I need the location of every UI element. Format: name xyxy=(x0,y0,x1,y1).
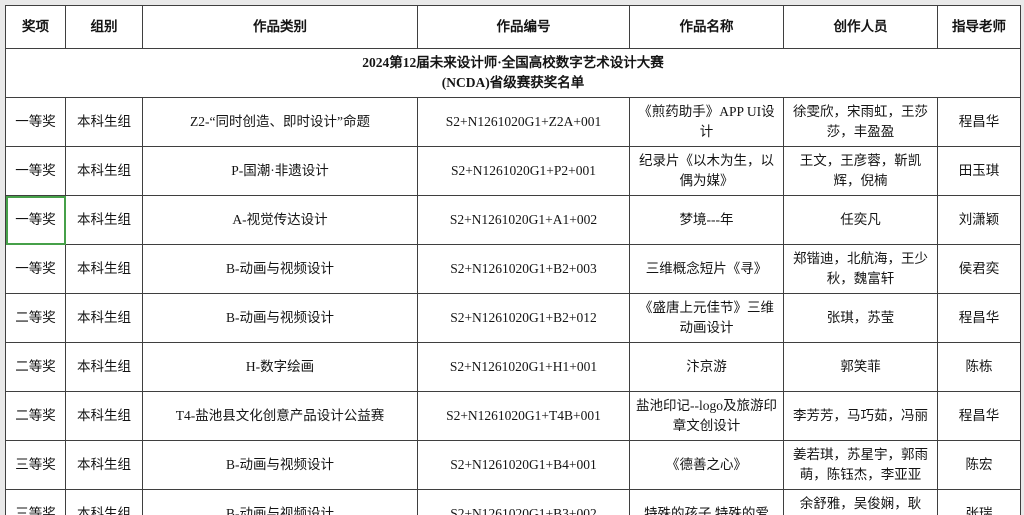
table-cell-r2c4[interactable]: S2+N1261020G1+P2+001 xyxy=(417,146,630,196)
table-cell-r5c7[interactable]: 程昌华 xyxy=(937,293,1021,343)
col-header-code[interactable]: 作品编号 xyxy=(417,5,630,49)
table-cell-r8c2[interactable]: 本科生组 xyxy=(65,440,143,490)
table-cell-r6c1[interactable]: 二等奖 xyxy=(5,342,66,392)
table-row: 一等奖 本科生组 A-视觉传达设计 S2+N1261020G1+A1+002 梦… xyxy=(5,195,1021,245)
table-row: 三等奖 本科生组 B-动画与视频设计 S2+N1261020G1+B3+002 … xyxy=(5,489,1021,515)
table-cell-r4c6[interactable]: 郑锴迪，北航海，王少秋，魏富轩 xyxy=(783,244,938,294)
table-cell-r2c5[interactable]: 纪录片《以木为生，以偶为媒》 xyxy=(629,146,784,196)
table-cell-r6c5[interactable]: 汴京游 xyxy=(629,342,784,392)
table-cell-r7c4[interactable]: S2+N1261020G1+T4B+001 xyxy=(417,391,630,441)
table-cell-r1c7[interactable]: 程昌华 xyxy=(937,97,1021,147)
table-cell-r9c5[interactable]: 特殊的孩子 特殊的爱 xyxy=(629,489,784,515)
table-cell-r3c5[interactable]: 梦境---年 xyxy=(629,195,784,245)
table-cell-r6c2[interactable]: 本科生组 xyxy=(65,342,143,392)
table-cell-r9c7[interactable]: 张瑞 xyxy=(937,489,1021,515)
table-cell-r5c5[interactable]: 《盛唐上元佳节》三维动画设计 xyxy=(629,293,784,343)
document-title[interactable]: 2024第12届未来设计师·全国高校数字艺术设计大赛 (NCDA)省级赛获奖名单 xyxy=(5,48,1021,98)
table-header: 奖项 组别 作品类别 作品编号 作品名称 创作人员 指导老师 xyxy=(5,5,1021,49)
table-cell-r1c2[interactable]: 本科生组 xyxy=(65,97,143,147)
table-cell-r7c7[interactable]: 程昌华 xyxy=(937,391,1021,441)
col-header-creators[interactable]: 创作人员 xyxy=(783,5,938,49)
table-row: 二等奖 本科生组 H-数字绘画 S2+N1261020G1+H1+001 汴京游… xyxy=(5,342,1021,392)
table-cell-r5c6[interactable]: 张琪，苏莹 xyxy=(783,293,938,343)
table-cell-r4c1[interactable]: 一等奖 xyxy=(5,244,66,294)
table-cell-r7c1[interactable]: 二等奖 xyxy=(5,391,66,441)
table-cell-r2c6[interactable]: 王文，王彦蓉，靳凯辉，倪楠 xyxy=(783,146,938,196)
table-cell-r9c3[interactable]: B-动画与视频设计 xyxy=(142,489,418,515)
table-cell-r3c3[interactable]: A-视觉传达设计 xyxy=(142,195,418,245)
table-cell-r3c4[interactable]: S2+N1261020G1+A1+002 xyxy=(417,195,630,245)
table-cell-r6c3[interactable]: H-数字绘画 xyxy=(142,342,418,392)
col-header-advisor[interactable]: 指导老师 xyxy=(937,5,1021,49)
table-cell-r4c7[interactable]: 侯君奕 xyxy=(937,244,1021,294)
table-cell-r2c1[interactable]: 一等奖 xyxy=(5,146,66,196)
table-cell-r5c1[interactable]: 二等奖 xyxy=(5,293,66,343)
document-title-line1: 2024第12届未来设计师·全国高校数字艺术设计大赛 xyxy=(362,54,664,70)
table-cell-r3c7[interactable]: 刘潇颖 xyxy=(937,195,1021,245)
col-header-category[interactable]: 作品类别 xyxy=(142,5,418,49)
document-title-line2: (NCDA)省级赛获奖名单 xyxy=(441,75,585,90)
table-cell-r2c2[interactable]: 本科生组 xyxy=(65,146,143,196)
table-cell-r5c2[interactable]: 本科生组 xyxy=(65,293,143,343)
table-cell-r8c1[interactable]: 三等奖 xyxy=(5,440,66,490)
table-cell-r7c6[interactable]: 李芳芳，马巧茹，冯丽 xyxy=(783,391,938,441)
table-cell-r7c3[interactable]: T4-盐池县文化创意产品设计公益赛 xyxy=(142,391,418,441)
table-cell-r7c2[interactable]: 本科生组 xyxy=(65,391,143,441)
worksheet-area: 2024第12届未来设计师·全国高校数字艺术设计大赛 (NCDA)省级赛获奖名单… xyxy=(5,5,1021,515)
table-row: 二等奖 本科生组 T4-盐池县文化创意产品设计公益赛 S2+N1261020G1… xyxy=(5,391,1021,441)
table-cell-r4c3[interactable]: B-动画与视频设计 xyxy=(142,244,418,294)
table-cell-r3c6[interactable]: 任奕凡 xyxy=(783,195,938,245)
col-header-artwork-title[interactable]: 作品名称 xyxy=(629,5,784,49)
table-cell-r6c4[interactable]: S2+N1261020G1+H1+001 xyxy=(417,342,630,392)
header-row: 奖项 组别 作品类别 作品编号 作品名称 创作人员 指导老师 xyxy=(5,5,1021,49)
awards-table: 2024第12届未来设计师·全国高校数字艺术设计大赛 (NCDA)省级赛获奖名单… xyxy=(5,5,1021,515)
col-header-group[interactable]: 组别 xyxy=(65,5,143,49)
table-cell-r8c5[interactable]: 《德善之心》 xyxy=(629,440,784,490)
table-cell-r9c2[interactable]: 本科生组 xyxy=(65,489,143,515)
title-section: 2024第12届未来设计师·全国高校数字艺术设计大赛 (NCDA)省级赛获奖名单 xyxy=(5,48,1021,98)
table-cell-r5c4[interactable]: S2+N1261020G1+B2+012 xyxy=(417,293,630,343)
table-cell-r9c4[interactable]: S2+N1261020G1+B3+002 xyxy=(417,489,630,515)
table-cell-r6c7[interactable]: 陈栋 xyxy=(937,342,1021,392)
table-cell-r4c4[interactable]: S2+N1261020G1+B2+003 xyxy=(417,244,630,294)
table-cell-r7c5[interactable]: 盐池印记--logo及旅游印章文创设计 xyxy=(629,391,784,441)
table-cell-r1c4[interactable]: S2+N1261020G1+Z2A+001 xyxy=(417,97,630,147)
table-row: 一等奖 本科生组 B-动画与视频设计 S2+N1261020G1+B2+003 … xyxy=(5,244,1021,294)
table-row: 一等奖 本科生组 P-国潮·非遗设计 S2+N1261020G1+P2+001 … xyxy=(5,146,1021,196)
table-cell-r2c3[interactable]: P-国潮·非遗设计 xyxy=(142,146,418,196)
table-cell-r6c6[interactable]: 郭笑菲 xyxy=(783,342,938,392)
table-cell-r2c7[interactable]: 田玉琪 xyxy=(937,146,1021,196)
table-row: 一等奖 本科生组 Z2-“同时创造、即时设计”命题 S2+N1261020G1+… xyxy=(5,97,1021,147)
active-cell[interactable]: 一等奖 xyxy=(5,195,66,245)
table-cell-r8c3[interactable]: B-动画与视频设计 xyxy=(142,440,418,490)
table-cell-r9c6[interactable]: 余舒雅，吴俊娴，耿莹，刘佳琪 xyxy=(783,489,938,515)
title-row: 2024第12届未来设计师·全国高校数字艺术设计大赛 (NCDA)省级赛获奖名单 xyxy=(5,48,1021,98)
table-cell-r1c5[interactable]: 《煎药助手》APP UI设计 xyxy=(629,97,784,147)
table-cell-r5c3[interactable]: B-动画与视频设计 xyxy=(142,293,418,343)
table-row: 三等奖 本科生组 B-动画与视频设计 S2+N1261020G1+B4+001 … xyxy=(5,440,1021,490)
table-cell-r1c3[interactable]: Z2-“同时创造、即时设计”命题 xyxy=(142,97,418,147)
table-cell-r4c5[interactable]: 三维概念短片《寻》 xyxy=(629,244,784,294)
table-cell-r1c1[interactable]: 一等奖 xyxy=(5,97,66,147)
table-cell-r8c6[interactable]: 姜若琪，苏星宇，郭雨萌，陈钰杰，李亚亚 xyxy=(783,440,938,490)
table-body: 一等奖 本科生组 Z2-“同时创造、即时设计”命题 S2+N1261020G1+… xyxy=(5,97,1021,515)
table-row: 二等奖 本科生组 B-动画与视频设计 S2+N1261020G1+B2+012 … xyxy=(5,293,1021,343)
table-cell-r9c1[interactable]: 三等奖 xyxy=(5,489,66,515)
table-cell-r4c2[interactable]: 本科生组 xyxy=(65,244,143,294)
table-cell-r3c2[interactable]: 本科生组 xyxy=(65,195,143,245)
table-cell-r8c7[interactable]: 陈宏 xyxy=(937,440,1021,490)
table-cell-r1c6[interactable]: 徐雯欣，宋雨虹，王莎莎，丰盈盈 xyxy=(783,97,938,147)
col-header-award[interactable]: 奖项 xyxy=(5,5,66,49)
table-cell-r8c4[interactable]: S2+N1261020G1+B4+001 xyxy=(417,440,630,490)
